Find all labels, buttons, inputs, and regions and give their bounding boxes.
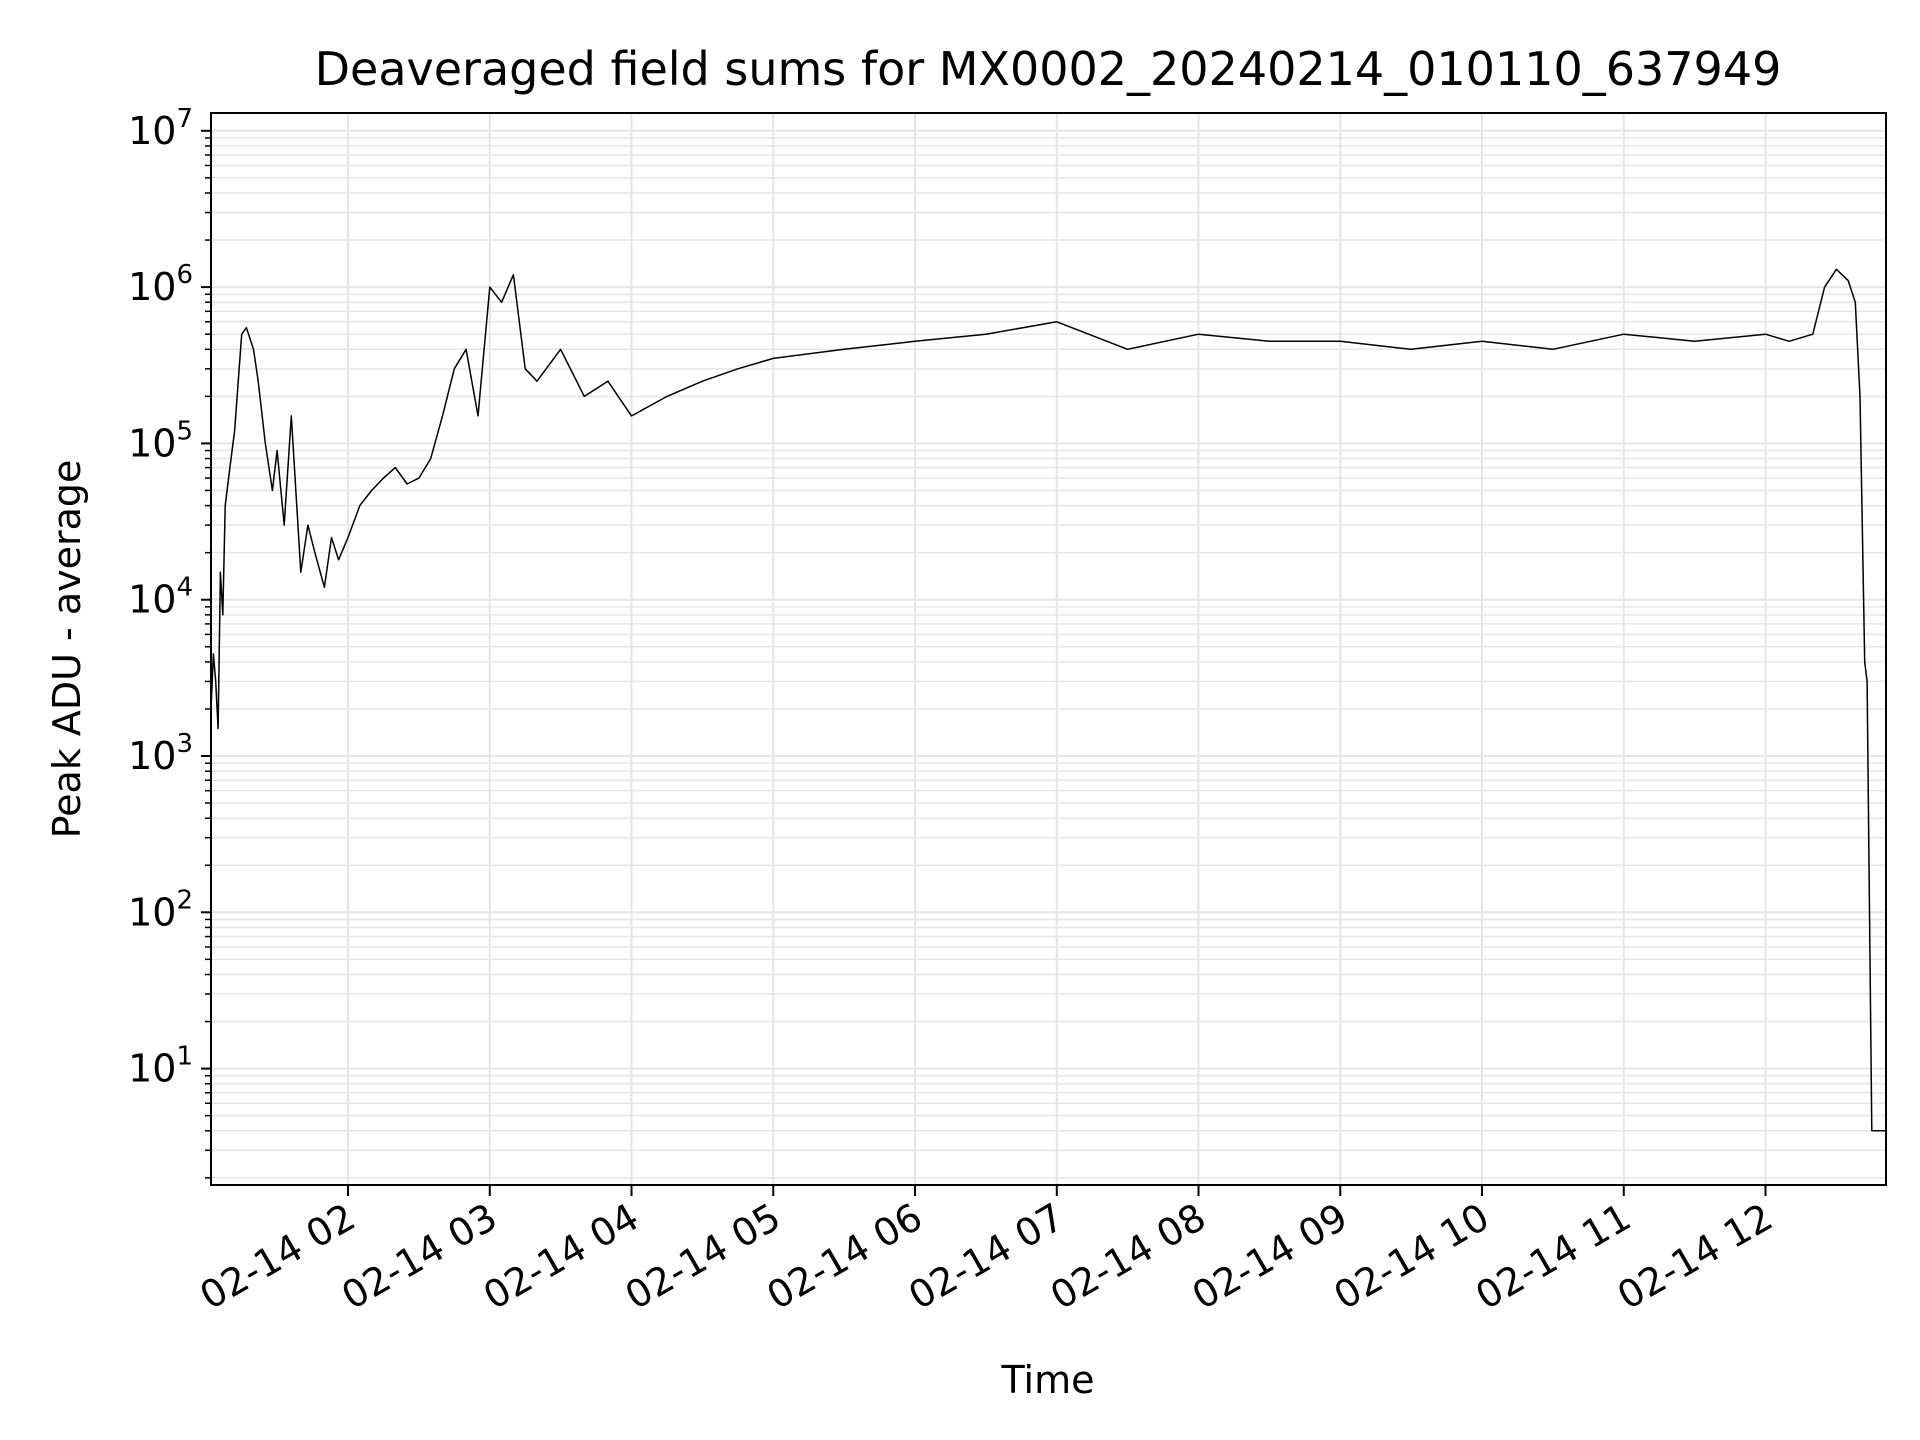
- y-tick-label: 101: [128, 1042, 193, 1091]
- plot-frame: [210, 112, 1887, 1186]
- y-tick-label: 102: [128, 885, 193, 934]
- data-line: [210, 268, 1886, 1132]
- chart-title: Deaveraged field sums for MX0002_2024021…: [315, 42, 1782, 96]
- x-axis-label: Time: [1001, 1358, 1095, 1402]
- y-tick-label: 103: [128, 729, 193, 778]
- series-layer: [210, 268, 1886, 1132]
- y-axis-label: Peak ADU - average: [45, 460, 89, 839]
- y-tick-label: 106: [128, 260, 193, 309]
- y-tick-label: 107: [128, 104, 193, 153]
- y-tick-label: 104: [128, 573, 193, 622]
- grid: [211, 113, 1886, 1185]
- y-tick-label: 105: [128, 416, 193, 465]
